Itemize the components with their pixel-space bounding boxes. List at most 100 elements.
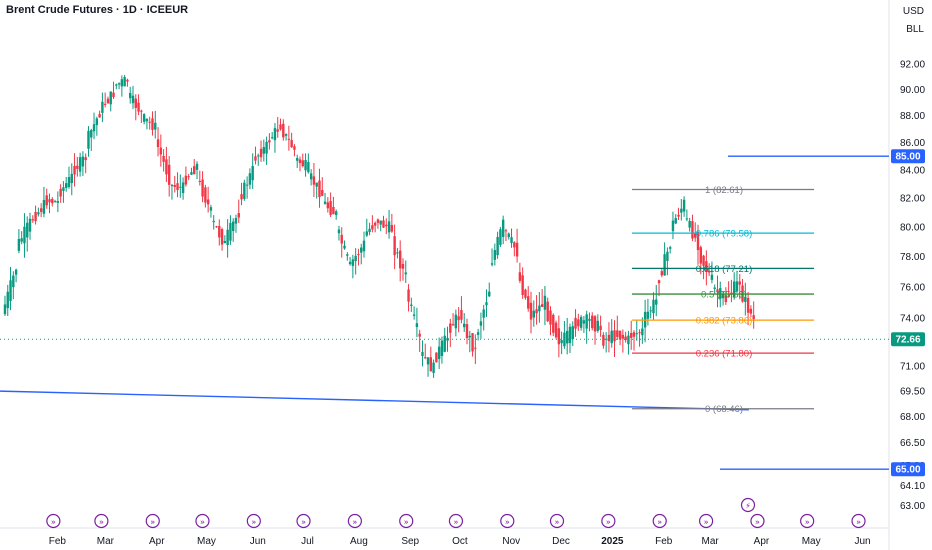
candle-body — [103, 103, 107, 105]
candle-body — [499, 229, 502, 245]
event-marker-icon — [399, 513, 414, 529]
candle-body — [373, 222, 377, 226]
candle-body — [685, 218, 689, 220]
candle-body — [357, 254, 360, 256]
candle-body — [23, 226, 26, 244]
y-tick-label: 82.00 — [900, 194, 925, 205]
candle-body — [426, 357, 430, 365]
y-tick-label: 69.50 — [900, 387, 925, 398]
candle-body — [404, 272, 407, 275]
candle-body — [3, 304, 7, 315]
candle-body — [145, 118, 149, 122]
event-marker-icon — [800, 513, 815, 529]
last-price-tag-text: 72.66 — [895, 335, 920, 346]
candle-body — [627, 335, 630, 345]
candle-body — [126, 79, 129, 82]
candle-body — [329, 200, 332, 215]
flash-icon-glyph: ⚡ — [745, 502, 751, 511]
candle-body — [602, 334, 605, 346]
x-tick-label: 2025 — [601, 536, 624, 547]
candle-body — [148, 121, 151, 123]
candle-body — [20, 238, 23, 242]
candle-body — [540, 304, 544, 307]
candle-body — [638, 332, 641, 334]
candle-body — [312, 176, 316, 185]
event-marker-icon — [750, 513, 765, 529]
candle-body — [318, 180, 321, 198]
y-tick-label: 64.10 — [900, 481, 925, 492]
candle-body — [270, 137, 274, 139]
candle-body — [284, 134, 288, 136]
candle-body — [460, 310, 463, 320]
candle-body — [73, 165, 76, 175]
event-marker-icon — [699, 513, 714, 529]
candle-body — [493, 250, 497, 260]
candle-body — [84, 157, 87, 161]
candle-body — [181, 182, 185, 194]
x-tick-label: Oct — [452, 536, 468, 547]
candle-body — [504, 230, 508, 232]
candle-body — [624, 336, 627, 341]
candle-body — [42, 199, 46, 214]
y-tick-label: 74.00 — [900, 313, 925, 324]
candle-body — [412, 314, 416, 316]
candle-body — [465, 324, 469, 338]
candle-body — [515, 242, 519, 257]
candle-body — [287, 138, 291, 140]
event-marker-icon — [851, 513, 866, 529]
y-tick-label: 84.00 — [900, 166, 925, 177]
candle-body — [507, 233, 510, 238]
candle-body — [240, 194, 243, 200]
candle-body — [371, 225, 374, 230]
candle-body — [354, 255, 357, 262]
candle-body — [744, 296, 747, 302]
y-tick-label: 78.00 — [900, 252, 925, 263]
y-tick-label: 90.00 — [900, 85, 925, 96]
candle-body — [142, 114, 146, 122]
candle-body — [276, 129, 279, 132]
candle-body — [343, 245, 346, 249]
candle-body — [293, 146, 296, 150]
y-tick-label: 76.00 — [900, 282, 925, 293]
candle-body — [268, 140, 271, 143]
candle-body — [360, 247, 363, 253]
candle-body — [510, 237, 513, 243]
x-tick-label: Feb — [655, 536, 673, 547]
candle-body — [732, 281, 736, 298]
y-tick-label: 88.00 — [900, 111, 925, 122]
candle-body — [179, 186, 182, 188]
candle-body — [234, 217, 238, 224]
candle-body — [176, 183, 179, 191]
candle-body — [488, 291, 491, 297]
candle-body — [290, 140, 293, 148]
candle-body — [382, 220, 385, 228]
candle-body — [351, 259, 355, 266]
x-tick-label: Mar — [701, 536, 719, 547]
candle-body — [482, 309, 485, 318]
candle-body — [557, 328, 561, 345]
candle-body — [443, 335, 446, 352]
candle-body — [379, 220, 382, 225]
candle-body — [680, 208, 683, 213]
candle-body — [532, 310, 535, 318]
candle-body — [165, 159, 168, 175]
event-marker-glyph: » — [352, 518, 357, 527]
candle-body — [223, 240, 227, 244]
candle-body — [727, 295, 730, 297]
candle-body — [432, 362, 435, 374]
candle-body — [604, 338, 608, 340]
candle-body — [410, 304, 413, 306]
candle-body — [140, 110, 143, 112]
x-tick-label: Apr — [754, 536, 770, 547]
candle-body — [12, 275, 15, 288]
x-tick-label: May — [197, 536, 216, 547]
candle-body — [390, 224, 394, 232]
x-tick-label: Jun — [250, 536, 266, 547]
candle-body — [115, 84, 118, 86]
y-tick-label: 68.00 — [900, 412, 925, 423]
currency-label[interactable]: USD — [902, 6, 924, 17]
unit-label[interactable]: BLL — [906, 24, 924, 35]
candle-body — [496, 236, 499, 256]
candle-body — [713, 287, 716, 289]
